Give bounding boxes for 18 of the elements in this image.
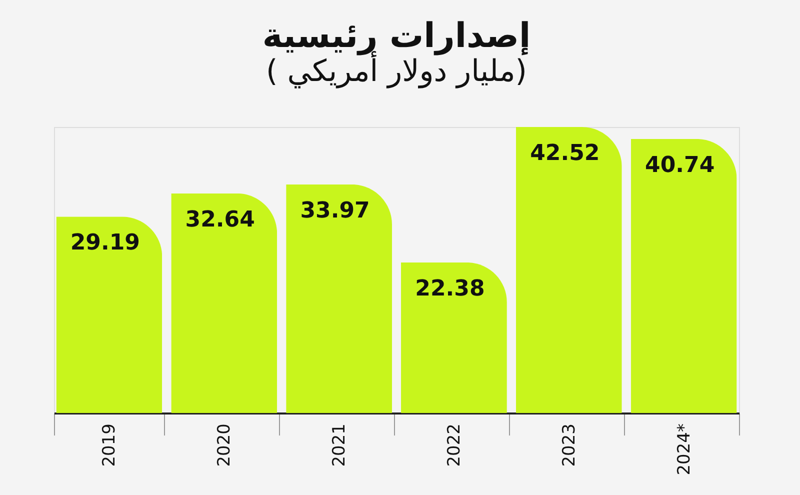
bar [630, 138, 737, 413]
bar [516, 127, 622, 413]
x-tick-label: 2019 [100, 424, 120, 467]
x-tick-label: 2024* [674, 424, 694, 476]
data-label: 22.38 [415, 276, 485, 302]
data-label: 33.97 [300, 198, 370, 224]
x-tick-label: 2020 [214, 424, 235, 467]
data-label: 42.52 [530, 141, 600, 166]
bar [401, 262, 507, 413]
x-tick-label: 2021 [330, 424, 350, 467]
bar [171, 193, 278, 413]
data-label: 32.64 [185, 207, 255, 232]
x-tick-label: 2022 [444, 424, 464, 467]
data-label: 29.19 [70, 230, 140, 256]
data-label: 40.74 [645, 152, 715, 178]
bar [56, 216, 162, 413]
x-tick-label: 2023 [559, 424, 580, 467]
bar [286, 184, 392, 413]
